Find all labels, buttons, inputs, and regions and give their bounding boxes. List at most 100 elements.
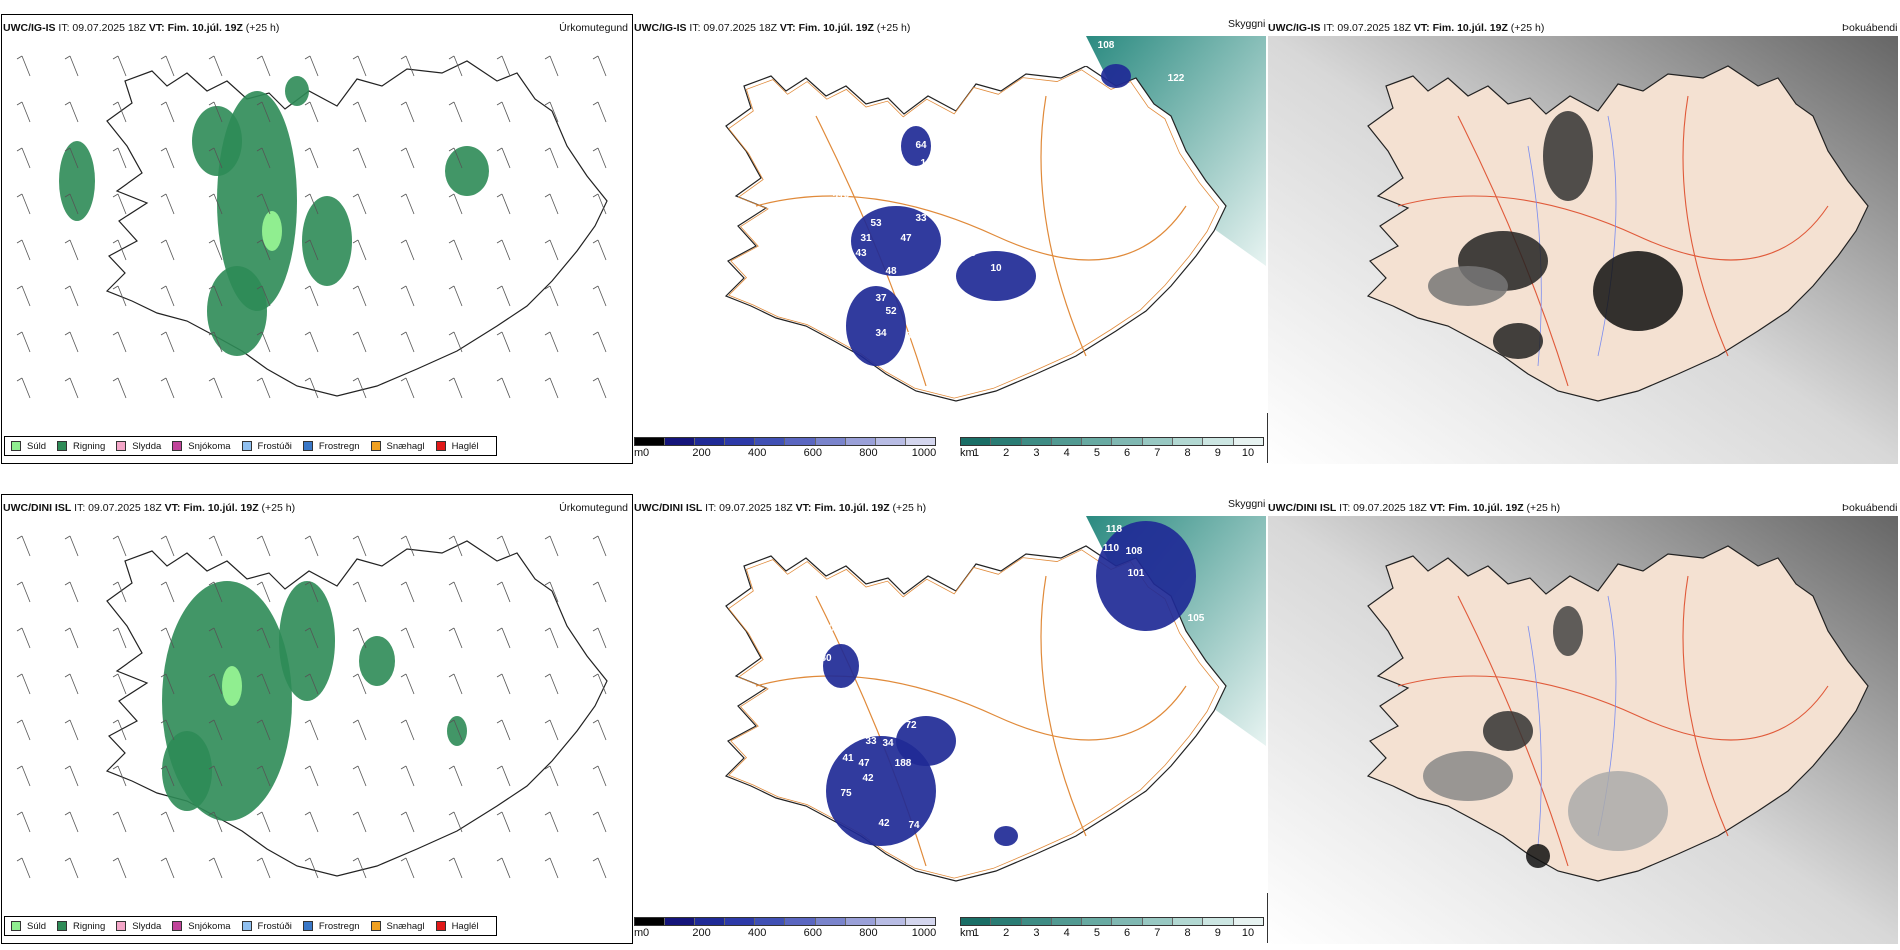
cloud-base-area — [846, 286, 906, 366]
wind-barb — [352, 239, 367, 261]
wind-barb — [448, 857, 463, 879]
wind-barb — [304, 101, 319, 123]
init-time: IT: 09.07.2025 18Z — [1323, 22, 1411, 34]
wind-barb — [544, 377, 559, 399]
cloud-base-area — [826, 736, 936, 846]
wind-barb — [400, 147, 415, 169]
precip-legend: Súld Rigning Slydda Snjókoma Frostúði Frostre… — [4, 916, 497, 936]
legend-label: Slydda — [132, 440, 162, 452]
wind-barb — [544, 673, 559, 695]
wind-barb — [64, 55, 79, 77]
wind-barb — [592, 857, 607, 879]
visibility-ticks: km 1 2 3 4 5 6 7 8 9 10 — [960, 926, 1264, 940]
wind-barb — [160, 147, 175, 169]
lead-time: (+25 h) — [892, 502, 927, 514]
colorbar-tick: 6 — [1124, 927, 1131, 939]
wind-barb — [352, 811, 367, 833]
wind-barb — [400, 101, 415, 123]
wind-barb — [112, 377, 127, 399]
cloud-height-label: 10 — [920, 158, 932, 169]
legend-label: Haglél — [451, 440, 479, 452]
colorbar-tick: 5 — [1093, 447, 1100, 459]
wind-barb — [256, 239, 271, 261]
wind-barb — [304, 331, 319, 353]
colorbar-tick: 3 — [1033, 447, 1040, 459]
wind-barb — [352, 331, 367, 353]
wind-barb — [592, 719, 607, 741]
colorbar-box — [905, 438, 935, 445]
wind-barb — [64, 765, 79, 787]
cloud-height-label: 36 — [935, 703, 947, 714]
cloud-height-label: 80 — [820, 653, 832, 664]
wind-barb — [400, 765, 415, 787]
wind-barb — [544, 55, 559, 77]
model-name: UWC/IG-IS — [634, 22, 687, 34]
wind-barb — [160, 581, 175, 603]
valid-label: VT: — [1429, 502, 1446, 514]
wind-barb — [592, 811, 607, 833]
legend-item-4: Frostúði — [241, 441, 292, 452]
fog-area — [1423, 751, 1513, 801]
legend-item-1: Rigning — [57, 921, 105, 932]
legend-item-3: Snjókoma — [172, 921, 231, 932]
wind-barb — [496, 55, 511, 77]
legend-item-6: Snæhagl — [370, 921, 425, 932]
wind-barb — [544, 193, 559, 215]
cloud-base-area — [896, 716, 956, 766]
colorbar-tick: 9 — [1214, 927, 1221, 939]
wind-barb — [160, 285, 175, 307]
wind-barb — [208, 331, 223, 353]
cloud-height-label: 75 — [840, 788, 852, 799]
legend-swatch — [172, 921, 183, 931]
wind-barb — [256, 535, 271, 557]
wind-barb — [304, 673, 319, 695]
colorbar-tick: 10 — [1241, 927, 1255, 939]
precip-map — [16, 55, 608, 399]
wind-barb — [448, 239, 463, 261]
colorbar-box — [1082, 918, 1113, 925]
legend-swatch — [370, 921, 381, 931]
wind-barb — [160, 193, 175, 215]
wind-barb — [16, 719, 31, 741]
colorbar-box — [815, 918, 846, 925]
wind-barb — [304, 55, 319, 77]
wind-barb — [160, 673, 175, 695]
colorbar-box — [1051, 918, 1083, 925]
colorbar-box — [1173, 438, 1204, 445]
precip-panel-2 — [1, 494, 633, 944]
legend-label: Snæhagl — [386, 440, 425, 452]
wind-barb — [352, 147, 367, 169]
wind-barb — [16, 147, 31, 169]
wind-barb — [16, 285, 31, 307]
colorbar-tick: 600 — [803, 447, 822, 459]
cloud-title: Skyggni — [1228, 18, 1266, 30]
cloud-height-label: 43 — [855, 248, 867, 259]
wind-barb — [496, 285, 511, 307]
wind-barb — [208, 765, 223, 787]
visibility-colorbar: km 1 2 3 4 5 6 7 8 9 10 — [960, 917, 1264, 940]
colorbar-box — [905, 918, 935, 925]
wind-barb — [256, 55, 271, 77]
colorbar-box — [815, 438, 846, 445]
wind-barb — [64, 193, 79, 215]
wind-barb — [400, 673, 415, 695]
wind-barb — [448, 193, 463, 215]
wind-barb — [112, 581, 127, 603]
wind-barb — [16, 673, 31, 695]
wind-barb — [256, 147, 271, 169]
iceland-outline — [1366, 65, 1869, 402]
fog-area — [1428, 266, 1508, 306]
wind-barb — [304, 627, 319, 649]
valid-time: Fim. 10.júl. 19Z — [1432, 22, 1508, 34]
wind-barb — [208, 147, 223, 169]
wind-barb — [64, 101, 79, 123]
wind-barb — [592, 239, 607, 261]
legend-swatch — [241, 441, 252, 451]
wind-barb — [16, 627, 31, 649]
cloud-height-label: 47 — [858, 758, 870, 769]
rain-area — [192, 106, 242, 176]
wind-barb — [496, 331, 511, 353]
cloud-height-label: 63 — [945, 238, 957, 249]
wind-barb — [304, 193, 319, 215]
